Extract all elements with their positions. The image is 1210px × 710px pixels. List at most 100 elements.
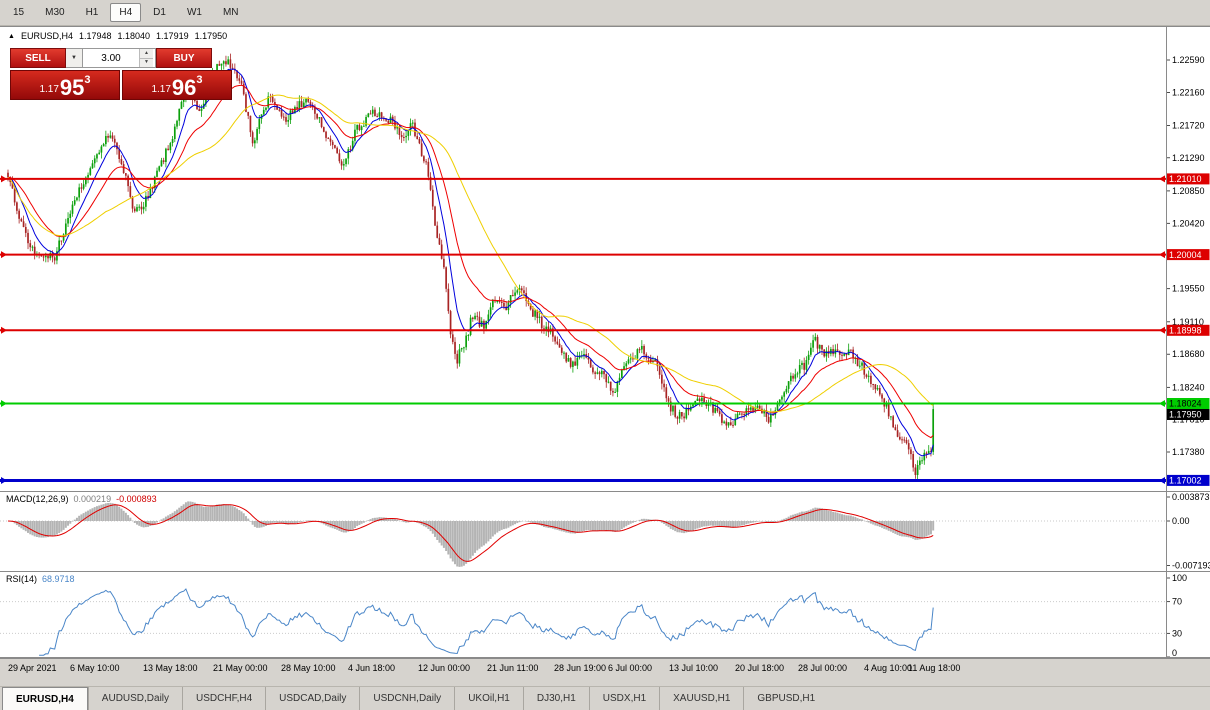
timeframe-button-h4[interactable]: H4	[110, 3, 142, 22]
rsi-name: RSI(14)	[6, 574, 38, 584]
svg-text:-0.007193: -0.007193	[1172, 561, 1210, 571]
timeframe-toolbar: 15 M30 H1 H4 D1 W1 MN	[0, 0, 1210, 26]
volume-field: ▲ ▼	[83, 48, 156, 68]
chart-window: 1.22590 1.22160 1.21720 1.21290 1.20850 1.204…	[0, 26, 1210, 686]
chart-tab-xauusd[interactable]: XAUUSD,H1	[659, 687, 743, 710]
hline-right-arrow-icon	[1159, 251, 1165, 259]
svg-text:1.21290: 1.21290	[1172, 153, 1205, 163]
volume-spinner: ▲ ▼	[139, 49, 153, 67]
ohlc-high: 1.18040	[117, 31, 151, 41]
hline-right-arrow-icon	[1159, 326, 1165, 334]
svg-text:1.17380: 1.17380	[1172, 447, 1205, 457]
time-axis-label: 28 Jun 19:00	[554, 663, 607, 673]
svg-text:0.00: 0.00	[1172, 516, 1190, 526]
chart-tab-usdchf[interactable]: USDCHF,H4	[182, 687, 265, 710]
buy-price-tile[interactable]: 1.17 96 3	[122, 70, 232, 100]
volume-dropdown-button[interactable]: ▼	[66, 48, 83, 68]
svg-text:1.20420: 1.20420	[1172, 218, 1205, 228]
svg-text:0.003873: 0.003873	[1172, 492, 1210, 502]
hline-right-arrow-icon	[1159, 175, 1165, 183]
time-axis-label: 13 May 18:00	[143, 663, 198, 673]
svg-text:1.18998: 1.18998	[1169, 326, 1202, 336]
hline-left-arrow-icon	[1, 175, 7, 183]
time-axis-label: 6 Jul 00:00	[608, 663, 653, 673]
svg-text:30: 30	[1172, 628, 1182, 638]
chart-tab-usdx[interactable]: USDX,H1	[588, 687, 659, 710]
buy-price-pip: 3	[196, 74, 203, 86]
ohlc-low: 1.17919	[156, 31, 189, 41]
macd-panel-layer	[0, 501, 1166, 567]
time-axis-label: 21 May 00:00	[213, 663, 268, 673]
time-axis: 29 Apr 2021 6 May 10:00 13 May 18:00 21 May…	[0, 658, 1210, 686]
time-axis-label: 11 Aug 18:00	[908, 663, 961, 673]
sell-price-big: 95	[59, 75, 85, 101]
chart-marker-icon: ▲	[8, 32, 15, 40]
time-axis-label: 28 May 10:00	[281, 663, 336, 673]
sell-price-pip: 3	[84, 74, 91, 86]
svg-text:1.22160: 1.22160	[1172, 87, 1205, 97]
svg-text:1.20004: 1.20004	[1169, 250, 1202, 260]
chart-tab-dj30[interactable]: DJ30,H1	[522, 687, 589, 710]
sell-price-tile[interactable]: 1.17 95 3	[10, 70, 120, 100]
timeframe-button-w1[interactable]: W1	[186, 7, 202, 18]
chart-tab-eurusd[interactable]: EURUSD,H4	[2, 687, 88, 710]
svg-text:1.18024: 1.18024	[1169, 399, 1202, 409]
buy-price-prefix: 1.17	[151, 84, 171, 95]
sell-button[interactable]: SELL	[10, 48, 66, 68]
timeframe-button-m30[interactable]: M30	[45, 7, 65, 18]
volume-decrease-button[interactable]: ▼	[140, 57, 153, 67]
rsi-value: 68.9718	[42, 574, 75, 584]
macd-name: MACD(12,26,9)	[6, 494, 69, 504]
hline-left-arrow-icon	[1, 400, 7, 408]
time-axis-label: 4 Aug 10:00	[864, 663, 913, 673]
time-axis-label: 28 Jul 00:00	[798, 663, 848, 673]
time-axis-label: 4 Jun 18:00	[348, 663, 396, 673]
time-axis-label: 21 Jun 11:00	[487, 663, 539, 673]
svg-text:1.18240: 1.18240	[1172, 382, 1205, 392]
hline-left-arrow-icon	[1, 251, 7, 259]
svg-text:1.18680: 1.18680	[1172, 349, 1205, 359]
svg-text:1.19110: 1.19110	[1172, 317, 1204, 327]
hline-right-arrow-icon	[1159, 476, 1165, 484]
chart-tab-gbpusd[interactable]: GBPUSD,H1	[743, 687, 828, 710]
timeframe-button-mn[interactable]: MN	[222, 7, 239, 18]
chart-tab-ukoil[interactable]: UKOil,H1	[454, 687, 523, 710]
ohlc-close: 1.17950	[194, 31, 228, 41]
time-axis-label: 29 Apr 2021	[8, 663, 57, 673]
svg-text:1.17002: 1.17002	[1169, 476, 1202, 486]
chart-tab-audusd[interactable]: AUDUSD,Daily	[87, 687, 182, 710]
volume-input[interactable]	[83, 49, 139, 67]
hline-right-arrow-icon	[1159, 400, 1165, 408]
timeframe-button-h1[interactable]: H1	[85, 7, 99, 18]
svg-text:1.22590: 1.22590	[1172, 55, 1205, 65]
chart-canvas[interactable]: 1.22590 1.22160 1.21720 1.21290 1.20850 1.204…	[0, 26, 1210, 658]
volume-increase-button[interactable]: ▲	[140, 49, 153, 58]
hline-left-arrow-icon	[1, 476, 7, 484]
svg-text:1.17950: 1.17950	[1169, 410, 1202, 420]
svg-text:100: 100	[1172, 573, 1187, 583]
svg-text:1.21720: 1.21720	[1172, 121, 1205, 131]
macd-main-value: 0.000219	[73, 494, 112, 504]
buy-button[interactable]: BUY	[156, 48, 212, 68]
time-axis-label: 12 Jun 00:00	[418, 663, 471, 673]
chart-title: ▲ EURUSD,H4 1.17948 1.18040 1.17919 1.17…	[8, 31, 227, 41]
chart-tabs-bar: EURUSD,H4 AUDUSD,Daily USDCHF,H4 USDCAD,Dai…	[0, 686, 1210, 710]
svg-text:1.19550: 1.19550	[1172, 284, 1205, 294]
svg-text:1.21010: 1.21010	[1169, 174, 1202, 184]
rsi-indicator-label: RSI(14) 68.9718	[6, 574, 75, 584]
macd-signal-value: -0.000893	[116, 494, 157, 504]
timeframe-button-15[interactable]: 15	[13, 7, 25, 18]
chart-tab-usdcad[interactable]: USDCAD,Daily	[265, 687, 359, 710]
one-click-trading-panel: SELL ▼ ▲ ▼ BUY 1.17 95 3 1.1	[10, 48, 234, 100]
timeframe-button-d1[interactable]: D1	[153, 7, 166, 18]
rsi-panel-layer	[0, 588, 1166, 656]
svg-text:70: 70	[1172, 597, 1182, 607]
chart-tab-usdcnh[interactable]: USDCNH,Daily	[359, 687, 454, 710]
time-axis-label: 13 Jul 10:00	[669, 663, 719, 673]
chart-symbol-label: EURUSD,H4	[20, 31, 73, 41]
hline-left-arrow-icon	[1, 326, 7, 334]
time-axis-label: 20 Jul 18:00	[735, 663, 785, 673]
svg-text:0: 0	[1172, 648, 1177, 658]
sell-price-prefix: 1.17	[39, 84, 59, 95]
time-axis-label: 6 May 10:00	[70, 663, 120, 673]
